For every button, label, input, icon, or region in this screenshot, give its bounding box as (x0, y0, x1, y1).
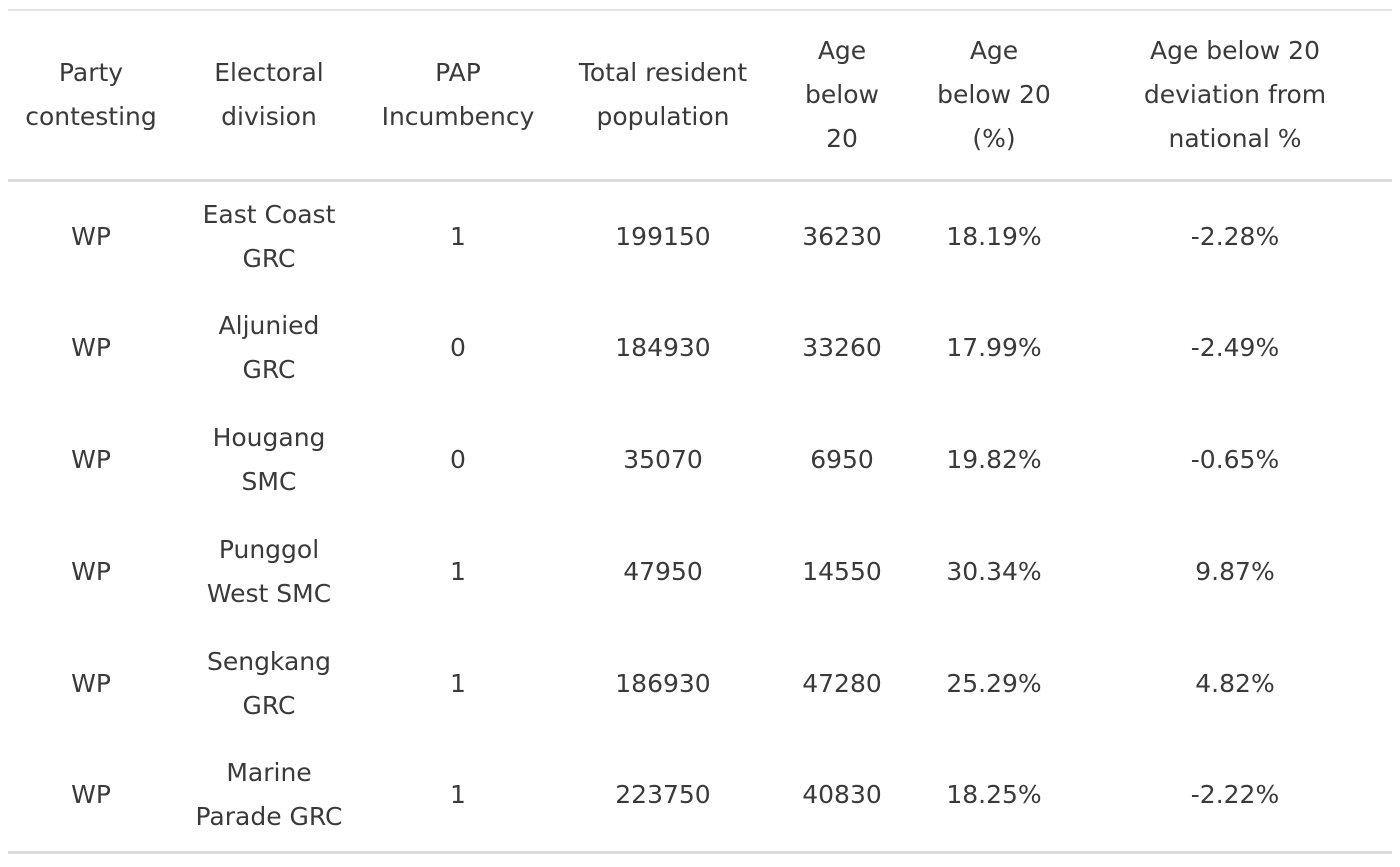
data-table: Party contesting Electoral division PAP … (8, 9, 1392, 854)
table-row: WP East Coast GRC 1 199150 36230 18.19% -… (8, 180, 1392, 292)
cell-incumbency: 0 (450, 333, 466, 362)
cell-below20: 6950 (810, 445, 874, 474)
cell-party: WP (71, 557, 111, 586)
header-age-below-20: Age below 20 (774, 10, 910, 182)
cell-party: WP (71, 221, 111, 251)
header-electoral-division: Electoral division (174, 10, 364, 182)
cell-below20-pct: 18.19% (946, 221, 1042, 251)
header-party-contesting: Party contesting (8, 10, 174, 182)
cell-below20-pct: 19.82% (946, 445, 1042, 474)
cell-below20-pct: 17.99% (946, 333, 1042, 362)
table-row: WP Hougang SMC 0 35070 6950 19.82% -0.65% (8, 404, 1392, 516)
table-header: Party contesting Electoral division PAP … (8, 10, 1392, 182)
cell-party: WP (71, 333, 111, 362)
cell-below20-pct: 18.25% (946, 780, 1042, 810)
cell-incumbency: 1 (450, 669, 466, 698)
cell-below20-pct: 30.34% (946, 557, 1042, 586)
header-age-below-20-deviation: Age below 20 deviation from national % (1078, 10, 1392, 182)
table-row: WP Aljunied GRC 0 184930 33260 17.99% -2.… (8, 292, 1392, 404)
cell-division: East Coast GRC (202, 199, 336, 273)
cell-incumbency: 0 (450, 445, 466, 474)
cell-below20: 33260 (802, 333, 882, 362)
cell-deviation: 9.87% (1195, 557, 1275, 586)
header-age-below-20-pct: Age below 20 (%) (910, 10, 1078, 182)
header-row: Party contesting Electoral division PAP … (8, 10, 1392, 182)
cell-deviation: -2.22% (1190, 780, 1280, 810)
cell-below20: 47280 (802, 669, 882, 698)
cell-division: Hougang SMC (212, 423, 326, 496)
cell-division: Punggol West SMC (206, 535, 332, 608)
cell-division: Aljunied GRC (218, 311, 320, 384)
cell-incumbency: 1 (450, 557, 466, 586)
table-body: WP East Coast GRC 1 199150 36230 18.19% -… (8, 180, 1392, 852)
cell-division: Sengkang GRC (206, 647, 332, 720)
cell-incumbency: 1 (450, 221, 466, 251)
cell-population: 35070 (623, 445, 703, 474)
cell-population: 184930 (615, 333, 711, 362)
cell-below20-pct: 25.29% (946, 669, 1042, 698)
cell-population: 47950 (623, 557, 703, 586)
cell-population: 223750 (615, 780, 711, 810)
cell-incumbency: 1 (450, 780, 466, 810)
cell-below20: 40830 (802, 780, 882, 810)
cell-party: WP (71, 445, 111, 474)
cell-deviation: 4.82% (1195, 669, 1275, 698)
cell-deviation: -0.65% (1190, 445, 1280, 474)
cell-party: WP (71, 780, 111, 810)
header-total-resident-population: Total resident population (552, 10, 774, 182)
table-row: WP Marine Parade GRC 1 223750 40830 18.25… (8, 740, 1392, 852)
header-pap-incumbency: PAP Incumbency (364, 10, 552, 182)
cell-deviation: -2.49% (1190, 333, 1280, 362)
table-row: WP Punggol West SMC 1 47950 14550 30.34% … (8, 516, 1392, 628)
cell-below20: 14550 (802, 557, 882, 586)
cell-below20: 36230 (802, 221, 882, 251)
cell-population: 199150 (615, 221, 711, 251)
cell-party: WP (71, 669, 111, 698)
cell-deviation: -2.28% (1190, 221, 1280, 251)
cell-population: 186930 (615, 669, 711, 698)
cell-division: Marine Parade GRC (195, 758, 343, 832)
table-row: WP Sengkang GRC 1 186930 47280 25.29% 4.8… (8, 628, 1392, 740)
